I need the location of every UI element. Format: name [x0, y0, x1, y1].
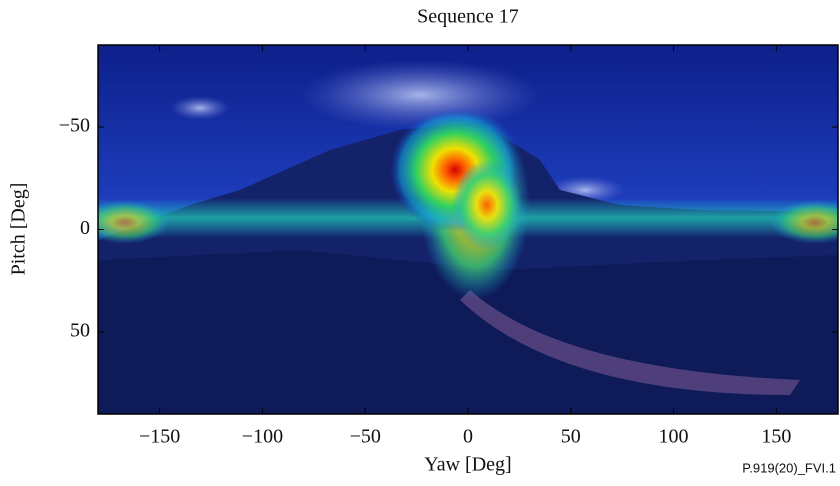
heatmap-image [80, 45, 840, 414]
y-tick-label: 0 [80, 217, 90, 239]
x-tick-label: 150 [761, 426, 791, 448]
x-tick-label: −150 [139, 426, 180, 448]
x-axis-label: Yaw [Deg] [424, 454, 511, 476]
y-tick-label: 50 [70, 320, 90, 342]
y-tick-label: −50 [59, 115, 90, 137]
figure-code: P.919(20)_FVI.1 [742, 460, 836, 475]
y-axis-label: Pitch [Deg] [8, 183, 30, 276]
x-tick-label: 50 [561, 426, 581, 448]
x-tick-label: 0 [463, 426, 473, 448]
x-tick-label: −100 [242, 426, 283, 448]
x-tick-label: 100 [659, 426, 689, 448]
chart: Sequence 17 Yaw [Deg] Pitch [Deg] P.919(… [0, 0, 840, 481]
chart-title: Sequence 17 [417, 6, 519, 28]
x-tick-label: −50 [350, 426, 381, 448]
